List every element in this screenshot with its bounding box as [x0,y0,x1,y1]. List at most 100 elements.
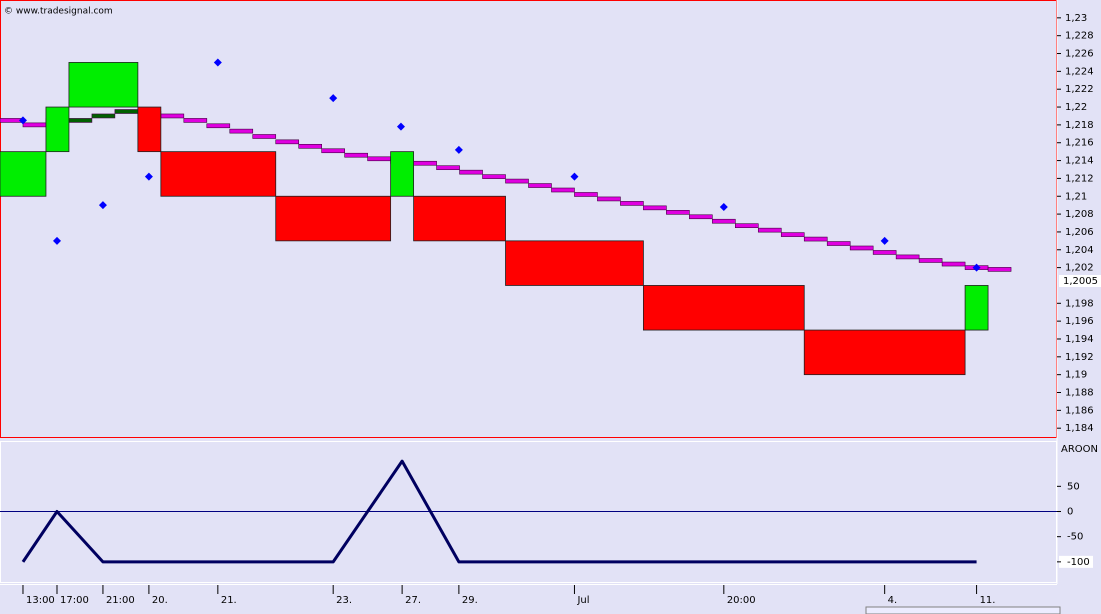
x-tick-label: 27. [405,595,421,606]
x-tick-label: 11. [980,595,996,606]
y-tick-label: -100 [1067,557,1090,568]
renko-box [964,285,989,331]
step-segment [712,218,736,224]
indicator-title: AROON [1061,444,1098,455]
step-segment [620,201,644,206]
sar-dot [454,145,463,154]
y-tick-label: 1,216 [1065,138,1094,149]
step-segment [597,196,621,202]
y-tick-label: 1,208 [1065,209,1094,220]
step-segment [321,148,345,154]
current-value-box [1059,555,1093,568]
x-tick-label: 21. [221,595,237,606]
y-tick-label: -50 [1067,532,1083,543]
sar-dot [972,263,981,272]
scrollbar [865,606,1061,614]
step-segment [505,178,529,184]
renko-box [45,106,70,153]
y-tick-label: 1,194 [1065,334,1094,345]
x-tick-label: 29. [462,595,478,606]
sar-dot [329,94,338,103]
y-tick-label: 1,228 [1065,31,1094,42]
step-segment [229,128,254,134]
last-price-label: 1,2005 [1063,276,1098,287]
last-price-box [1059,274,1101,287]
step-segment [780,232,805,237]
y-tick-label: 1,196 [1065,316,1094,327]
y-tick-label: 1,206 [1065,227,1094,238]
renko-box [137,106,162,153]
x-tick-label: 23. [336,595,352,606]
step-segment [183,118,208,123]
step-segment [206,123,231,129]
y-tick-label: 1,184 [1065,423,1094,434]
x-tick-label: 20:00 [727,595,756,606]
step-segment [91,113,116,119]
x-tick-label: 21:00 [106,595,135,606]
y-tick-label: 1,212 [1065,173,1094,184]
y-tick-label: 1,22 [1065,102,1087,113]
step-segment [459,169,483,175]
sar-dot [52,236,61,245]
sar-dot [98,201,107,210]
step-segment [757,227,782,233]
y-tick-label: 1,186 [1065,405,1094,416]
x-tick-label: 20. [152,595,168,606]
y-tick-label: 1,222 [1065,84,1094,95]
step-segment [918,258,943,263]
y-tick-label: 0 [1067,507,1073,518]
step-segment [160,113,185,119]
y-tick-label: 1,218 [1065,120,1094,131]
step-segment [68,118,93,123]
renko-box [413,195,506,242]
y-tick-label: 1,198 [1065,298,1094,309]
sar-dot [144,172,153,181]
step-segment [574,192,598,197]
step-segment [735,223,759,228]
y-tick-label: 50 [1067,481,1080,492]
step-segment [367,156,391,162]
sar-dot [213,58,222,67]
step-segment [643,205,667,211]
step-segment [941,261,966,267]
step-segment [413,160,437,166]
step-segment [275,139,300,145]
step-segment [344,152,368,158]
step-segment [22,122,47,128]
step-segment [849,245,874,251]
step-segment [872,250,897,255]
step-segment [436,165,460,171]
y-tick-label: 1,226 [1065,49,1094,60]
step-segment [987,267,1012,272]
sar-dot [570,172,579,181]
renko-box [505,240,644,286]
step-segment [826,241,851,246]
y-tick-label: 1,202 [1065,263,1094,274]
renko-box [390,151,415,197]
x-tick-label: 4. [888,595,898,606]
step-segment [666,210,690,215]
step-segment [114,109,139,114]
step-segment [252,134,277,139]
step-segment [298,143,322,149]
sar-dot [396,122,405,131]
x-tick-label: Jul [576,595,589,606]
renko-box [642,285,805,331]
renko-box [803,329,966,376]
y-tick-label: 1,214 [1065,156,1094,167]
step-segment [803,236,828,242]
sar-dot [880,236,889,245]
step-segment [528,183,552,188]
y-tick-label: 1,192 [1065,352,1094,363]
aroon-line [21,459,977,564]
x-tick-label: 17:00 [60,595,89,606]
sar-dot [18,116,27,125]
y-tick-label: 1,188 [1065,388,1094,399]
y-tick-label: 1,23 [1065,13,1087,24]
x-tick-label: 13:00 [26,595,55,606]
y-tick-label: 1,19 [1065,370,1087,381]
renko-box [275,195,392,242]
sar-dot [719,202,728,211]
